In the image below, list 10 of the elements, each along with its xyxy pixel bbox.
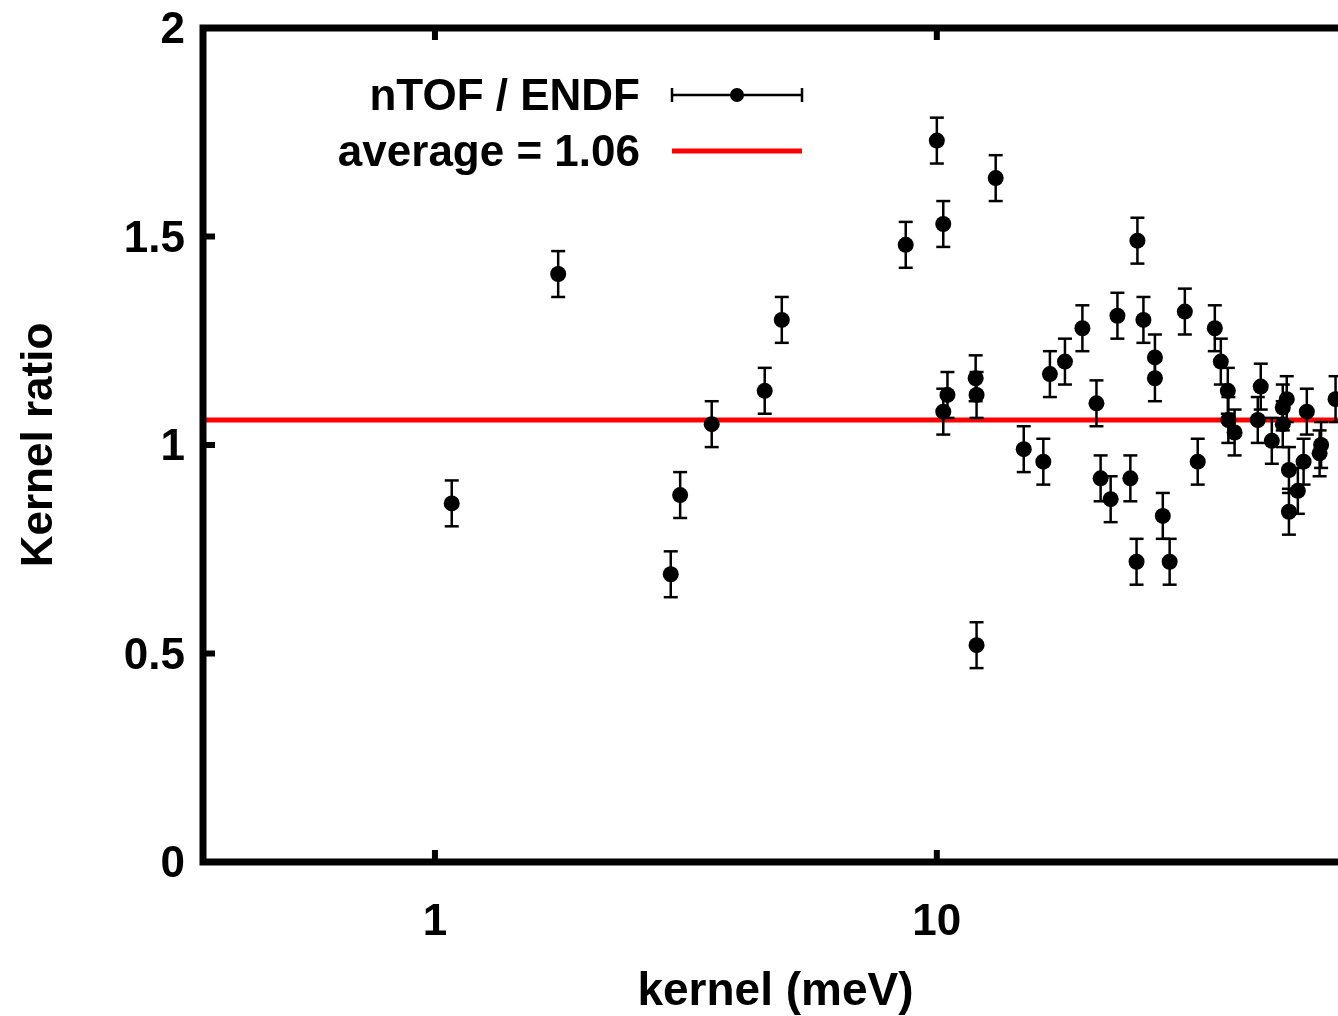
y-tick-label: 0.5 (123, 628, 185, 678)
y-tick-label: 1 (160, 420, 185, 469)
y-tick-label: 2 (160, 3, 185, 52)
x-tick-label: 10 (912, 895, 962, 944)
legend-label: average = 1.06 (337, 126, 640, 175)
y-tick-label: 0 (160, 837, 185, 886)
y-axis-title: Kernel ratio (12, 322, 61, 568)
y-tick-label: 1.5 (123, 211, 185, 261)
legend-label: nTOF / ENDF (369, 70, 640, 119)
x-axis-title: kernel (meV) (637, 963, 914, 1015)
